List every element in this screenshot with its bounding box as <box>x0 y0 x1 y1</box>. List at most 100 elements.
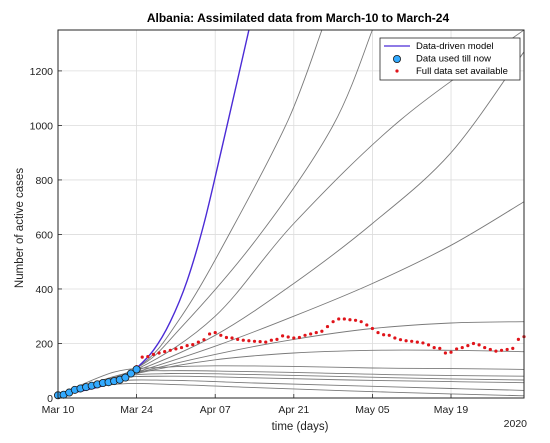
y-tick-label: 800 <box>35 175 53 187</box>
full-data-point <box>421 341 425 345</box>
full-data-point <box>494 349 498 353</box>
full-data-point <box>157 351 161 355</box>
full-data-point <box>280 334 285 338</box>
full-data-point <box>471 341 476 346</box>
full-data-point <box>438 346 442 350</box>
x-tick-label: May 05 <box>355 404 390 416</box>
legend-used-label: Data used till now <box>416 54 491 65</box>
full-data-point <box>387 333 391 337</box>
x-tick-label: Mar 24 <box>120 404 153 416</box>
used-data-point <box>126 369 135 378</box>
full-data-point <box>348 318 352 322</box>
full-data-point <box>163 350 167 354</box>
full-data-point <box>196 340 200 344</box>
full-data-point <box>382 333 386 337</box>
x-tick-label: Mar 10 <box>42 404 75 416</box>
full-data-point <box>460 345 464 350</box>
full-data-point <box>264 340 268 344</box>
full-data-point <box>376 330 380 335</box>
full-data-point <box>432 345 436 350</box>
x-tick-label: May 19 <box>434 404 469 416</box>
full-data-point <box>174 347 178 351</box>
full-data-point <box>151 352 156 356</box>
full-data-point <box>325 324 330 329</box>
legend-full-label: Full data set available <box>416 66 508 77</box>
used-data-point <box>121 373 130 382</box>
scenario-curve <box>58 383 524 397</box>
full-data-point <box>477 343 481 347</box>
full-data-point <box>398 338 403 342</box>
model-curve-layer <box>58 30 250 396</box>
y-tick-label: 600 <box>35 229 53 241</box>
full-data-point <box>499 348 504 352</box>
full-data-point <box>269 338 273 342</box>
full-data-point <box>241 338 245 342</box>
full-data-point <box>455 347 459 351</box>
full-data-point <box>213 330 217 335</box>
full-data-point <box>185 344 189 348</box>
scenario-curve <box>58 30 524 396</box>
full-data-point <box>179 345 184 350</box>
full-data-point <box>168 348 172 352</box>
used-data-points <box>54 365 141 400</box>
full-data-points <box>135 317 526 369</box>
full-data-point <box>359 320 363 324</box>
legend: Data-driven model Data used till now Ful… <box>379 37 521 81</box>
scenario-curve <box>58 372 524 396</box>
scenario-curve <box>58 349 524 396</box>
full-data-point <box>207 332 212 336</box>
plot-frame <box>57 29 525 399</box>
y-tick-label: 1200 <box>30 66 54 78</box>
full-data-point <box>146 354 150 359</box>
legend-used-marker <box>392 55 401 64</box>
chart-title: Albania: Assimilated data from March-10 … <box>147 11 450 25</box>
full-data-point <box>415 340 419 344</box>
full-data-point <box>303 333 307 337</box>
y-tick-label: 400 <box>35 284 53 296</box>
used-data-point <box>132 365 141 374</box>
scenario-curve <box>58 365 524 396</box>
full-data-point <box>370 326 375 331</box>
full-data-point <box>236 337 240 341</box>
full-data-point <box>286 335 290 339</box>
full-data-point <box>426 343 431 347</box>
x-axis-label: time (days) <box>272 421 329 433</box>
full-data-point <box>219 333 223 337</box>
full-data-point <box>404 339 408 343</box>
full-data-point <box>410 339 414 343</box>
full-data-point <box>320 329 324 333</box>
axis-ticks: Mar 10 Mar 24 Apr 07 Apr 21 May 05 May 19 0 200… <box>30 66 469 416</box>
full-data-point <box>230 336 234 340</box>
full-data-point <box>449 350 453 354</box>
full-data-point <box>353 318 358 322</box>
full-data-point <box>314 330 318 335</box>
full-data-point <box>191 342 195 347</box>
legend-full-marker <box>395 69 399 73</box>
full-data-point <box>140 355 144 359</box>
legend-box <box>379 37 521 81</box>
year-label: 2020 <box>504 418 528 430</box>
y-tick-label: 0 <box>47 393 53 405</box>
model-curve <box>58 30 250 396</box>
full-data-point <box>483 345 487 350</box>
full-data-point <box>224 335 229 340</box>
scenario-curve <box>58 379 524 396</box>
full-data-point <box>511 346 515 350</box>
x-tick-label: Apr 07 <box>200 404 231 416</box>
full-data-point <box>488 347 492 352</box>
full-data-point <box>247 339 251 343</box>
full-data-point <box>258 339 262 344</box>
full-data-point <box>337 317 341 321</box>
grid <box>57 30 524 399</box>
scenario-curve <box>58 30 323 396</box>
y-tick-label: 200 <box>35 338 53 350</box>
full-data-point <box>309 332 313 336</box>
full-data-point <box>466 344 470 348</box>
full-data-point <box>443 351 447 355</box>
y-tick-label: 1000 <box>30 120 54 132</box>
full-data-point <box>516 337 520 341</box>
full-data-point <box>292 336 296 340</box>
full-data-point <box>331 320 335 324</box>
scenario-curves <box>58 30 524 397</box>
